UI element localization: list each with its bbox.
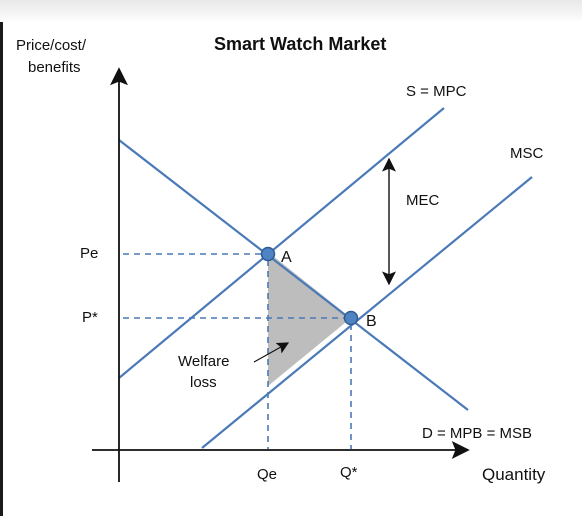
qe-label: Qe	[257, 466, 277, 483]
qstar-label: Q*	[340, 464, 358, 481]
pstar-label: P*	[82, 309, 98, 326]
point-a-marker	[262, 248, 275, 261]
y-axis-label-line2: benefits	[28, 59, 81, 76]
chart-title: Smart Watch Market	[214, 34, 386, 54]
welfare-loss-label-line1: Welfare	[178, 353, 229, 370]
welfare-loss-label-line2: loss	[190, 374, 217, 391]
point-b-label: B	[366, 313, 377, 330]
supply-curve-label: S = MPC	[406, 83, 467, 100]
mec-label: MEC	[406, 192, 440, 209]
msc-curve-label: MSC	[510, 145, 544, 162]
point-a-label: A	[281, 249, 292, 266]
welfare-loss-area	[268, 252, 351, 386]
x-axis-label: Quantity	[482, 465, 546, 484]
pe-label: Pe	[80, 245, 98, 262]
demand-curve	[119, 140, 468, 410]
point-b-marker	[345, 312, 358, 325]
demand-curve-label: D = MPB = MSB	[422, 425, 532, 442]
y-axis-label-line1: Price/cost/	[16, 37, 87, 54]
